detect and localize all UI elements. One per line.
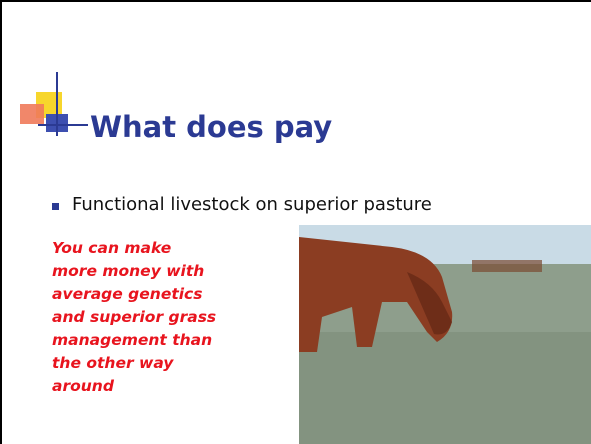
bullet-text: Functional livestock on superior pasture (72, 194, 432, 215)
callout-line: more money with (52, 262, 205, 280)
callout-line: around (52, 377, 114, 395)
callout-line: the other way (52, 354, 174, 372)
bullet-marker (52, 203, 59, 210)
logo-red (20, 104, 44, 124)
callout-line: average genetics (52, 285, 203, 303)
callout: You can make more money with average genet… (52, 237, 216, 398)
callout-line: You can make (52, 239, 172, 257)
callout-line: management than (52, 331, 213, 349)
photo (299, 225, 591, 444)
callout-line: and superior grass (52, 308, 217, 326)
slide-title: What does pay (90, 110, 333, 144)
